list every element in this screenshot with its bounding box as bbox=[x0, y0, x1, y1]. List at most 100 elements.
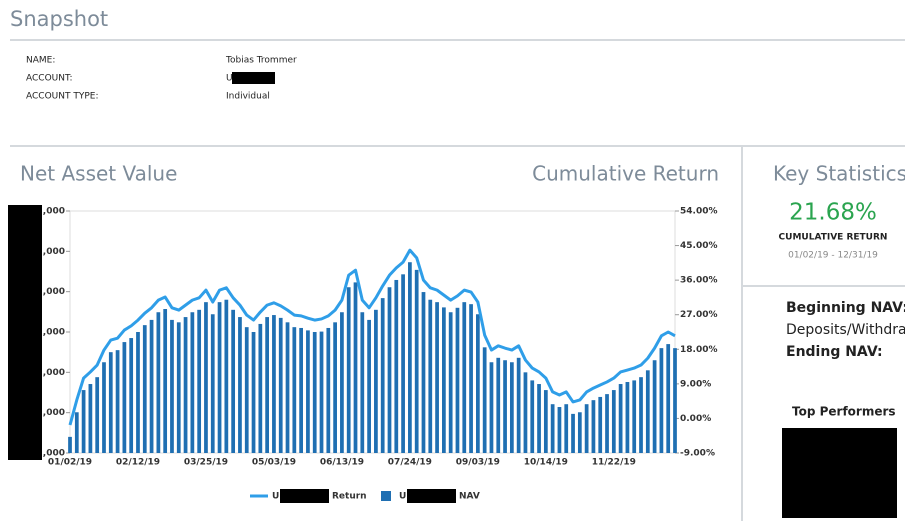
nav-bar bbox=[577, 412, 582, 453]
field-label: NAME: bbox=[26, 56, 55, 66]
legend-label: Return bbox=[332, 492, 367, 502]
nav-bar bbox=[598, 396, 603, 453]
x-tick-label: 03/25/19 bbox=[184, 458, 228, 468]
nav-bar bbox=[448, 312, 453, 453]
y-tick-label: ,000 bbox=[43, 368, 65, 378]
nav-bar bbox=[380, 298, 385, 453]
legend-prefix: U bbox=[399, 492, 406, 502]
nav-bar bbox=[197, 309, 202, 453]
nav-bar bbox=[190, 312, 195, 453]
y2-tick-label: 9.00% bbox=[680, 379, 711, 389]
nav-bar bbox=[516, 357, 521, 453]
nav-bar bbox=[442, 307, 446, 453]
legend-prefix: U bbox=[272, 492, 279, 502]
field-label: ACCOUNT TYPE: bbox=[26, 92, 98, 102]
nav-bar bbox=[428, 299, 433, 453]
nav-bar bbox=[435, 302, 439, 453]
legend-label: NAV bbox=[459, 492, 480, 502]
nav-bar bbox=[95, 377, 100, 453]
nav-bar bbox=[346, 287, 351, 453]
nav-bar bbox=[142, 325, 147, 453]
nav-bar bbox=[421, 292, 426, 453]
x-tick-label: 09/03/19 bbox=[456, 458, 500, 468]
nav-bar bbox=[81, 390, 86, 453]
nav-bar bbox=[170, 319, 174, 453]
x-tick-label: 01/02/19 bbox=[48, 458, 92, 468]
nav-bar bbox=[537, 384, 541, 453]
nav-bar bbox=[333, 322, 337, 453]
y-tick-label: ,000 bbox=[43, 287, 65, 297]
nav-bar bbox=[319, 331, 324, 453]
nav-bar bbox=[326, 327, 331, 453]
nav-bar bbox=[129, 338, 134, 453]
nav-bar bbox=[217, 302, 222, 453]
nav-bar bbox=[149, 319, 154, 453]
nav-bar bbox=[611, 390, 616, 453]
redaction bbox=[232, 72, 275, 84]
nav-bar bbox=[156, 312, 161, 453]
nav-bar bbox=[455, 307, 460, 453]
y2-tick-label: 0.00% bbox=[680, 414, 711, 424]
nav-bar bbox=[68, 436, 72, 453]
nav-bar bbox=[591, 400, 596, 453]
cumulative-return: 21.68% bbox=[789, 200, 877, 226]
y2-tick-label: 18.00% bbox=[680, 345, 718, 355]
x-tick-label: 05/03/19 bbox=[252, 458, 296, 468]
nav-bar bbox=[183, 317, 188, 453]
field-value: U bbox=[226, 74, 233, 84]
nav-bar bbox=[312, 332, 317, 453]
y2-tick-label: 27.00% bbox=[680, 310, 718, 320]
stat-row: Beginning NAV: bbox=[786, 300, 905, 316]
stats-title: Key Statistics bbox=[773, 162, 905, 186]
nav-bar bbox=[496, 357, 501, 453]
nav-bar bbox=[74, 412, 79, 453]
y2-tick-label: 45.00% bbox=[680, 241, 718, 251]
x-tick-label: 10/14/19 bbox=[524, 458, 568, 468]
nav-bar bbox=[625, 382, 630, 453]
nav-bar bbox=[557, 407, 562, 453]
nav-bar bbox=[387, 287, 392, 453]
nav-bar bbox=[122, 342, 127, 453]
chart-title-right: Cumulative Return bbox=[532, 162, 719, 186]
chart-title: Net Asset Value bbox=[20, 162, 177, 186]
nav-bar bbox=[489, 362, 494, 453]
return-line bbox=[68, 248, 676, 426]
page-title: Snapshot bbox=[10, 7, 108, 31]
nav-bar bbox=[306, 330, 310, 453]
nav-bar bbox=[251, 332, 256, 453]
y-tick-label: ,000 bbox=[43, 247, 65, 257]
nav-bar bbox=[272, 315, 276, 453]
x-tick-label: 06/13/19 bbox=[320, 458, 364, 468]
nav-bar bbox=[530, 380, 535, 453]
nav-bar bbox=[102, 362, 106, 453]
y2-tick-label: 36.00% bbox=[680, 276, 718, 286]
redaction bbox=[407, 489, 456, 503]
nav-bar bbox=[645, 370, 650, 453]
stat-label: CUMULATIVE RETURN bbox=[779, 233, 888, 243]
nav-bar bbox=[408, 262, 412, 453]
nav-bar bbox=[414, 269, 419, 453]
nav-bar bbox=[360, 312, 365, 453]
nav-bar bbox=[482, 347, 487, 453]
x-tick-label: 02/12/19 bbox=[116, 458, 160, 468]
nav-bar bbox=[353, 282, 358, 453]
nav-bar bbox=[394, 279, 399, 453]
x-tick-label: 07/24/19 bbox=[388, 458, 432, 468]
y2-tick-label: -9.00% bbox=[680, 449, 715, 459]
x-tick-label: 11/22/19 bbox=[592, 458, 636, 468]
nav-bar bbox=[673, 348, 677, 453]
nav-bar bbox=[571, 413, 575, 453]
nav-bar bbox=[401, 274, 405, 453]
field-value: Tobias Trommer bbox=[225, 56, 297, 66]
nav-bar bbox=[244, 327, 249, 453]
nav-bar bbox=[224, 299, 229, 453]
nav-bar bbox=[584, 404, 589, 453]
stat-row: Ending NAV: bbox=[786, 344, 883, 360]
nav-bar bbox=[136, 332, 140, 453]
redaction bbox=[782, 428, 897, 518]
redaction bbox=[8, 205, 42, 460]
nav-bar bbox=[231, 309, 236, 453]
nav-bar bbox=[605, 394, 609, 453]
nav-bar bbox=[374, 309, 378, 453]
